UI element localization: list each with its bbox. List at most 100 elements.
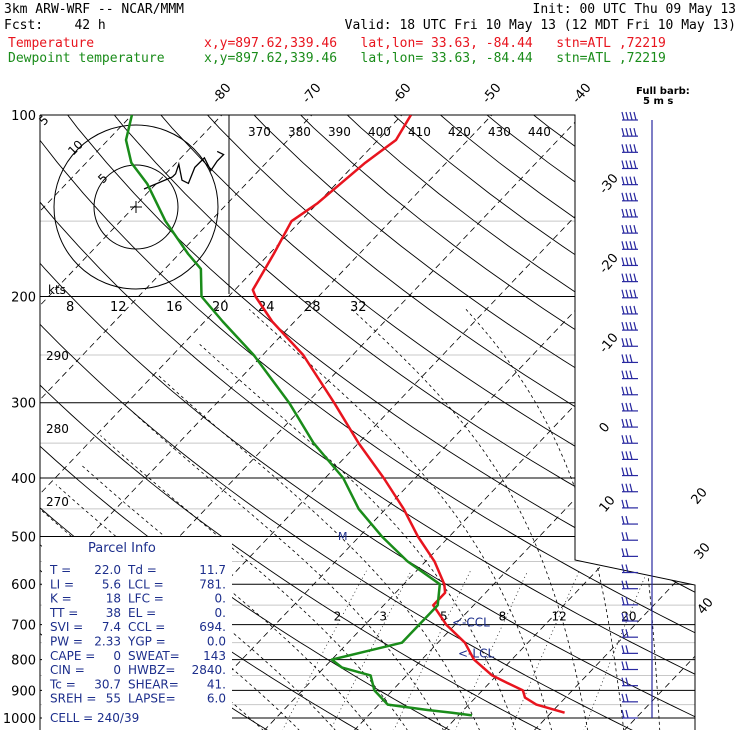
parcel-key: T =: [49, 563, 71, 577]
wind-barb-flag: [625, 111, 629, 121]
parcel-key: CCL =: [128, 620, 165, 634]
parcel-value: 38: [106, 606, 121, 620]
right-border: [40, 114, 696, 730]
wind-barb: [621, 548, 638, 557]
wind-barb-flag: [625, 321, 629, 331]
isotherm-line: [40, 115, 339, 730]
parcel-info-background: [42, 537, 232, 730]
pressure-label: 600: [11, 578, 36, 593]
wind-barb-flag: [625, 548, 629, 557]
parcel-cell: CELL = 240/39: [50, 711, 139, 725]
wind-barb-flag: [625, 192, 629, 201]
wind-barb-flag: [621, 257, 625, 266]
wind-barb: [621, 402, 638, 412]
pressure-label: 800: [11, 654, 36, 669]
parcel-value: 0.0: [207, 635, 226, 649]
wind-barb-flag: [621, 224, 625, 234]
wind-barb-flag: [629, 338, 633, 347]
wind-barb-flag: [629, 467, 633, 476]
isotherm-label: -40: [569, 81, 594, 107]
wind-barb-flag: [625, 709, 629, 719]
wind-barb-flag: [621, 532, 625, 541]
wind-barb-flag: [625, 354, 629, 363]
isotherm-label: 40: [695, 595, 717, 617]
dewpoint-location: x,y=897.62,339.46 lat,lon= 33.63, -84.44…: [204, 51, 666, 66]
wind-barb-flag: [621, 176, 625, 185]
pressure-label: 1000: [3, 712, 36, 727]
wind-barb-flag: [625, 305, 629, 315]
dry-adiabat: [498, 115, 695, 730]
wind-barb-flag: [625, 467, 629, 476]
dry-adiabat: [40, 115, 634, 730]
isotherm-label: -10: [597, 330, 622, 356]
mixing-ratio-line: [329, 570, 412, 730]
theta-label: 370: [248, 125, 271, 139]
wind-barb: [621, 354, 638, 364]
dry-adiabat: [453, 115, 695, 730]
wind-barb-flag: [621, 467, 625, 476]
wind-barb-flag: [625, 418, 629, 428]
wind-barb-flag: [633, 144, 637, 153]
wind-barb-flag: [629, 192, 633, 201]
wind-barb-flag: [621, 548, 625, 557]
wind-barb: [621, 596, 638, 606]
wind-barb-flag: [625, 224, 629, 234]
wind-barb-flag: [621, 499, 625, 509]
moist-adiabat: [157, 374, 481, 730]
diagram-frame: [39, 114, 696, 730]
ccl-annotation: <-CCL: [452, 615, 490, 629]
temperature-trace: [251, 115, 565, 714]
wind-barb: [621, 176, 638, 186]
wind-barb: [621, 273, 638, 283]
wind-barb: [621, 499, 638, 509]
theta-label: 290: [46, 349, 69, 363]
dewpoint-legend-label: Dewpoint temperature: [8, 51, 165, 66]
moist-adiabat: [351, 309, 589, 730]
wind-barb-flag: [629, 321, 633, 331]
parcel-key: TT =: [49, 606, 78, 620]
parcel-key: YGP =: [127, 635, 166, 649]
theta-label: 280: [46, 422, 69, 436]
wind-barb-flag: [629, 305, 633, 315]
parcel-key: K =: [50, 592, 72, 606]
wind-barb: [621, 580, 638, 590]
wind-barb: [621, 709, 638, 719]
wind-barb-flag: [621, 402, 625, 412]
wind-barb: [621, 289, 638, 299]
wind-barb-flag: [629, 418, 633, 428]
wind-barb: [621, 483, 638, 493]
parcel-value: 7.4: [102, 620, 121, 634]
wind-barb-flag: [625, 451, 629, 460]
wind-barb-flag: [629, 483, 633, 492]
parcel-value: 22.0: [94, 563, 121, 577]
isotherm-label: -80: [209, 81, 234, 107]
parcel-value: 6.0: [207, 692, 226, 706]
parcel-key: SREH =: [50, 692, 96, 706]
wind-barb-flag: [629, 208, 633, 218]
wind-barb-flag: [629, 111, 633, 121]
wind-barb-flag: [633, 241, 637, 250]
isotherm-line: [40, 115, 519, 730]
moist-adiabat: [100, 435, 409, 730]
parcel-key: PW =: [50, 635, 83, 649]
forecast-hour: Fcst: 42 h: [4, 18, 106, 33]
wind-barb-flag: [621, 305, 625, 315]
dry-adiabat: [40, 115, 543, 730]
pressure-label: 200: [11, 291, 36, 306]
pressure-label: 500: [11, 530, 36, 545]
wind-barb-flag: [621, 580, 625, 589]
full-barb-value: 5 m s: [643, 96, 673, 107]
wind-barb-flag: [625, 208, 629, 218]
wind-barb-flag: [621, 418, 625, 428]
isotherm-label: -70: [299, 81, 324, 107]
moist-adiabat: [55, 484, 337, 730]
isotherm-label: 30: [692, 540, 714, 562]
wind-barb-flag: [625, 144, 629, 153]
wind-barb-flag: [621, 515, 625, 525]
wind-barb-flag: [621, 386, 625, 395]
wind-barb: [621, 645, 638, 654]
valid-time: Valid: 18 UTC Fri 10 May 13 (12 MDT Fri …: [344, 18, 736, 33]
isotherm-line: [353, 115, 695, 730]
parcel-value: 781.: [199, 577, 226, 591]
